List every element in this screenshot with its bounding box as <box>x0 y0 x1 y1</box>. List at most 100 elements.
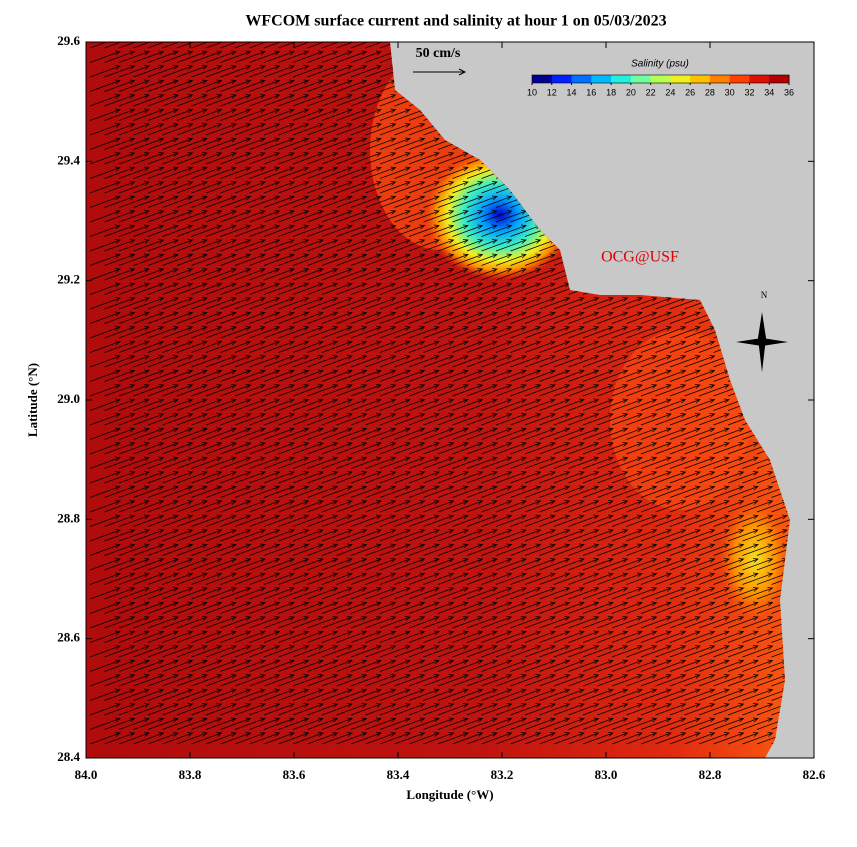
vector <box>568 485 600 498</box>
vector <box>118 413 150 426</box>
vector <box>684 427 716 440</box>
vector <box>89 587 121 600</box>
vector <box>162 210 194 223</box>
vector <box>89 717 121 730</box>
vector <box>263 543 295 556</box>
vector <box>147 340 179 353</box>
vector <box>539 311 571 324</box>
vector <box>408 166 440 179</box>
vector <box>408 688 440 701</box>
vector <box>321 630 353 643</box>
vector <box>307 166 339 179</box>
vector <box>220 456 252 469</box>
vector <box>350 703 382 716</box>
vector <box>495 558 527 571</box>
vector <box>568 427 600 440</box>
vector <box>205 703 237 716</box>
vector <box>495 616 527 629</box>
vector <box>191 311 223 324</box>
vector <box>669 384 701 397</box>
vector <box>307 630 339 643</box>
vector <box>640 427 672 440</box>
vector <box>292 137 324 150</box>
vector <box>437 456 469 469</box>
vector <box>89 485 121 498</box>
vector <box>292 732 324 745</box>
vector <box>249 152 281 165</box>
vector <box>669 500 701 513</box>
colorbar-cell <box>532 75 553 83</box>
vector <box>263 253 295 266</box>
vector <box>626 384 658 397</box>
vector <box>263 601 295 614</box>
vector <box>278 50 310 63</box>
vector <box>510 413 542 426</box>
vector <box>278 413 310 426</box>
vector <box>118 659 150 672</box>
vector <box>524 398 556 411</box>
vector <box>147 166 179 179</box>
vector <box>234 239 266 252</box>
vector <box>553 297 585 310</box>
vector <box>568 572 600 585</box>
vector <box>510 659 542 672</box>
vector <box>713 558 745 571</box>
vector <box>510 587 542 600</box>
vector <box>466 282 498 295</box>
vector <box>249 253 281 266</box>
vector <box>234 587 266 600</box>
colorbar-tick-label: 10 <box>527 87 537 97</box>
vector <box>263 456 295 469</box>
vector <box>597 529 629 542</box>
vector <box>89 108 121 121</box>
vector <box>234 166 266 179</box>
vector <box>176 50 208 63</box>
vector <box>655 413 687 426</box>
vector <box>89 181 121 194</box>
vector <box>205 282 237 295</box>
vector <box>379 384 411 397</box>
vector <box>510 456 542 469</box>
vector <box>394 282 426 295</box>
vector <box>292 601 324 614</box>
vector <box>408 239 440 252</box>
vector <box>321 94 353 107</box>
vector <box>278 311 310 324</box>
vector <box>582 558 614 571</box>
vector <box>626 500 658 513</box>
vector <box>452 558 484 571</box>
vector <box>104 166 136 179</box>
vector <box>408 659 440 672</box>
vector <box>365 659 397 672</box>
vector <box>640 645 672 658</box>
vector <box>292 442 324 455</box>
vector <box>568 688 600 701</box>
x-tick-label: 84.0 <box>75 767 98 782</box>
vector <box>481 384 513 397</box>
vector <box>655 340 687 353</box>
y-tick-label: 29.6 <box>57 33 80 48</box>
colorbar-tick-label: 16 <box>586 87 596 97</box>
vector <box>191 717 223 730</box>
vector <box>133 108 165 121</box>
vector <box>524 427 556 440</box>
vector <box>205 485 237 498</box>
vector <box>104 65 136 78</box>
vector <box>133 456 165 469</box>
vector <box>292 674 324 687</box>
vector <box>365 384 397 397</box>
vector <box>669 572 701 585</box>
vector <box>278 94 310 107</box>
vector <box>104 181 136 194</box>
vector <box>452 688 484 701</box>
vector <box>495 645 527 658</box>
vector <box>133 572 165 585</box>
vector <box>350 529 382 542</box>
vector <box>524 703 556 716</box>
vector <box>727 558 759 571</box>
colorbar-tick-label: 20 <box>626 87 636 97</box>
vector <box>466 659 498 672</box>
vector <box>350 268 382 281</box>
vector <box>89 529 121 542</box>
vector <box>234 108 266 121</box>
